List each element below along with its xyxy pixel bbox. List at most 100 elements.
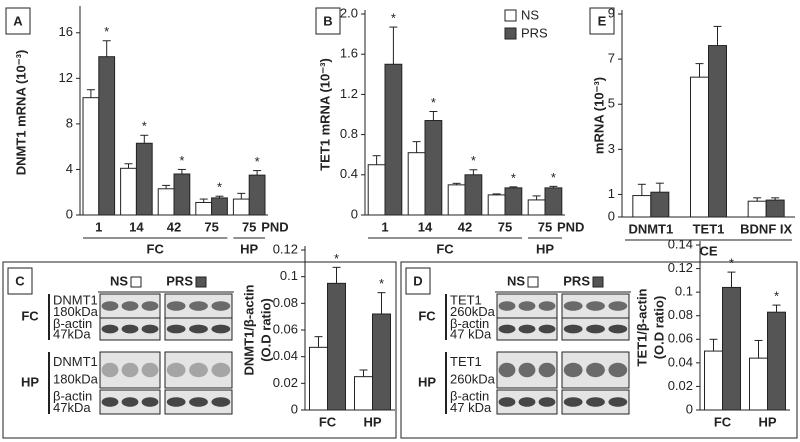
blot-band (141, 362, 159, 378)
bar (749, 357, 768, 411)
y-tick-label: 0.04 (668, 354, 693, 369)
x-tick-label: 75 (204, 219, 218, 234)
bar (309, 346, 328, 411)
x-tick-label: 75 (242, 219, 256, 234)
blot-band-name: TET1 (450, 293, 482, 308)
y-axis-label: DNMT1/β-actin (241, 284, 256, 375)
significance-marker: * (471, 153, 476, 168)
y-axis-label: (O.D ratio) (651, 296, 666, 360)
y-axis-label: TET1 mRNA (10⁻³) (317, 58, 332, 171)
bar (354, 376, 373, 411)
significance-marker: * (391, 11, 396, 26)
blot-band (538, 301, 556, 311)
panel-frame (2, 261, 397, 439)
blot-column-symbol (130, 276, 142, 288)
y-tick-label: 0 (686, 401, 693, 416)
blot-band (518, 362, 536, 378)
x-tick-label: BDNF IX (740, 221, 792, 236)
y-tick-label: 0.1 (675, 284, 693, 299)
blot-band (608, 397, 628, 407)
blot-column-label: PRS (166, 273, 193, 288)
panel-frame (400, 261, 798, 439)
y-tick-label: 0.02 (273, 375, 298, 390)
blot-band (211, 362, 231, 378)
x-tick-label: FC (714, 414, 732, 429)
blot-band (518, 324, 536, 334)
blot-region-label: HP (21, 374, 39, 389)
blot-band-size: 47 kDa (450, 400, 492, 415)
y-tick-label: 0 (351, 206, 358, 221)
blot-band (166, 324, 186, 334)
panel-letter: C (15, 273, 25, 288)
blot-region-label: HP (418, 374, 436, 389)
blot-band-size: 260kDa (450, 372, 496, 387)
bar (195, 201, 213, 216)
blot-band (211, 301, 231, 311)
blot-band (586, 362, 605, 378)
x-tick-label: 42 (458, 219, 472, 234)
blot-band (189, 362, 208, 378)
significance-marker: * (551, 170, 556, 185)
bar (82, 97, 100, 216)
blot-band (538, 362, 556, 378)
y-axis-label: (O.D ratio) (258, 298, 273, 362)
blot-column-label: NS (507, 273, 525, 288)
x-tick-label: 75 (538, 219, 552, 234)
y-axis-label: mRNA (10⁻³) (591, 77, 606, 154)
blot-band-size: 180kDa (53, 372, 99, 387)
blot-band (141, 324, 159, 334)
blot-band (563, 362, 583, 378)
blot-band (101, 397, 119, 407)
bar (372, 313, 391, 411)
panel-letter: D (413, 273, 422, 288)
blot-band-size: 47 kDa (450, 327, 492, 342)
blot-band (189, 324, 208, 334)
blot-band (189, 301, 208, 311)
bar (650, 191, 670, 218)
blot-band (121, 301, 139, 311)
blot-band-name: β-actin (450, 389, 489, 404)
y-tick-label: 7 (608, 51, 615, 66)
y-tick-label: 9 (608, 5, 615, 20)
blot-band (586, 324, 605, 334)
bar (407, 152, 426, 216)
y-tick-label: 0.04 (273, 348, 298, 363)
bar (135, 142, 153, 216)
blot-band (141, 397, 159, 407)
panel-letter-box (5, 7, 31, 35)
bar (464, 174, 483, 216)
y-tick-label: 4 (66, 161, 73, 176)
bar (98, 56, 116, 216)
significance-marker: * (217, 180, 222, 195)
blot-band-name: DNMT1 (53, 354, 98, 369)
significance-marker: * (511, 170, 516, 185)
blot-band-name: β-actin (450, 316, 489, 331)
y-tick-label: 0 (66, 206, 73, 221)
group-label: FC (147, 241, 165, 256)
bar (327, 282, 346, 411)
legend-swatch (504, 27, 517, 40)
blot-band (166, 301, 186, 311)
bar (367, 164, 386, 216)
significance-marker: * (255, 154, 260, 169)
blot-column-symbol (527, 276, 539, 288)
blot-column-symbol (592, 276, 604, 288)
blot-band (538, 324, 556, 334)
x-tick-label: 1 (381, 219, 388, 234)
x-tick-label: HP (363, 414, 381, 429)
y-tick-label: 2.0 (340, 5, 358, 20)
y-tick-label: 5 (608, 96, 615, 111)
bar (690, 76, 709, 218)
blot-band-name: TET1 (450, 354, 482, 369)
y-tick-label: 0.12 (668, 260, 693, 275)
blot-band (563, 301, 583, 311)
y-tick-label: 0.1 (280, 268, 298, 283)
blot-band (121, 324, 139, 334)
blot-band (141, 301, 159, 311)
blot-band (518, 397, 536, 407)
significance-marker: * (142, 119, 147, 134)
x-unit: PND (557, 219, 584, 234)
y-tick-label: 1.2 (340, 86, 358, 101)
blot-band (498, 362, 516, 378)
significance-marker: * (104, 24, 109, 39)
